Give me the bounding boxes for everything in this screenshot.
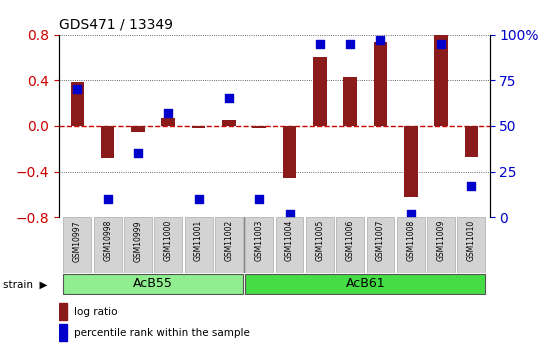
FancyBboxPatch shape bbox=[457, 217, 485, 273]
FancyBboxPatch shape bbox=[63, 274, 243, 294]
Bar bbox=[131, 126, 145, 132]
Text: percentile rank within the sample: percentile rank within the sample bbox=[74, 328, 250, 338]
Text: GSM11004: GSM11004 bbox=[285, 220, 294, 262]
FancyBboxPatch shape bbox=[245, 274, 485, 294]
FancyBboxPatch shape bbox=[427, 217, 455, 273]
Bar bbox=[161, 118, 175, 126]
Point bbox=[103, 196, 112, 202]
Text: AcB61: AcB61 bbox=[345, 277, 385, 290]
Point bbox=[407, 211, 415, 216]
Text: GSM11002: GSM11002 bbox=[224, 220, 233, 262]
Bar bbox=[465, 126, 478, 157]
Bar bbox=[313, 57, 327, 126]
Bar bbox=[374, 42, 387, 126]
Text: GSM11008: GSM11008 bbox=[406, 220, 415, 262]
FancyBboxPatch shape bbox=[63, 217, 91, 273]
Text: GSM10999: GSM10999 bbox=[133, 220, 143, 262]
Text: GSM11005: GSM11005 bbox=[315, 220, 324, 262]
Bar bbox=[70, 82, 84, 126]
Text: GSM11007: GSM11007 bbox=[376, 220, 385, 262]
Bar bbox=[59, 324, 67, 342]
Text: GSM11010: GSM11010 bbox=[467, 220, 476, 262]
Point bbox=[255, 196, 264, 202]
Point bbox=[467, 184, 476, 189]
FancyBboxPatch shape bbox=[124, 217, 152, 273]
Text: log ratio: log ratio bbox=[74, 307, 118, 317]
Point bbox=[316, 41, 324, 46]
FancyBboxPatch shape bbox=[215, 217, 243, 273]
Point bbox=[285, 211, 294, 216]
Bar bbox=[404, 126, 417, 197]
Text: GSM11000: GSM11000 bbox=[164, 220, 173, 262]
Text: GDS471 / 13349: GDS471 / 13349 bbox=[59, 18, 173, 32]
Bar bbox=[434, 34, 448, 126]
FancyBboxPatch shape bbox=[275, 217, 303, 273]
Point bbox=[73, 87, 82, 92]
Point bbox=[437, 41, 445, 46]
Point bbox=[376, 37, 385, 43]
Text: GSM11009: GSM11009 bbox=[436, 220, 445, 262]
Text: GSM10998: GSM10998 bbox=[103, 220, 112, 262]
Text: GSM11001: GSM11001 bbox=[194, 220, 203, 262]
Bar bbox=[252, 126, 266, 128]
FancyBboxPatch shape bbox=[336, 217, 364, 273]
FancyBboxPatch shape bbox=[185, 217, 213, 273]
Text: GSM11003: GSM11003 bbox=[254, 220, 264, 262]
Point bbox=[164, 110, 173, 116]
Point bbox=[224, 96, 233, 101]
Text: AcB55: AcB55 bbox=[133, 277, 173, 290]
FancyBboxPatch shape bbox=[154, 217, 182, 273]
FancyBboxPatch shape bbox=[94, 217, 122, 273]
Bar bbox=[222, 120, 236, 126]
FancyBboxPatch shape bbox=[245, 217, 273, 273]
Bar bbox=[101, 126, 115, 158]
Text: strain  ▶: strain ▶ bbox=[3, 280, 47, 289]
Bar bbox=[59, 303, 67, 320]
Bar bbox=[192, 126, 206, 128]
Point bbox=[133, 150, 142, 156]
FancyBboxPatch shape bbox=[306, 217, 334, 273]
Text: GSM11006: GSM11006 bbox=[345, 220, 355, 262]
Bar bbox=[282, 126, 296, 178]
Bar bbox=[343, 77, 357, 126]
Point bbox=[346, 41, 355, 46]
Text: GSM10997: GSM10997 bbox=[73, 220, 82, 262]
FancyBboxPatch shape bbox=[397, 217, 424, 273]
Point bbox=[194, 196, 203, 202]
FancyBboxPatch shape bbox=[366, 217, 394, 273]
